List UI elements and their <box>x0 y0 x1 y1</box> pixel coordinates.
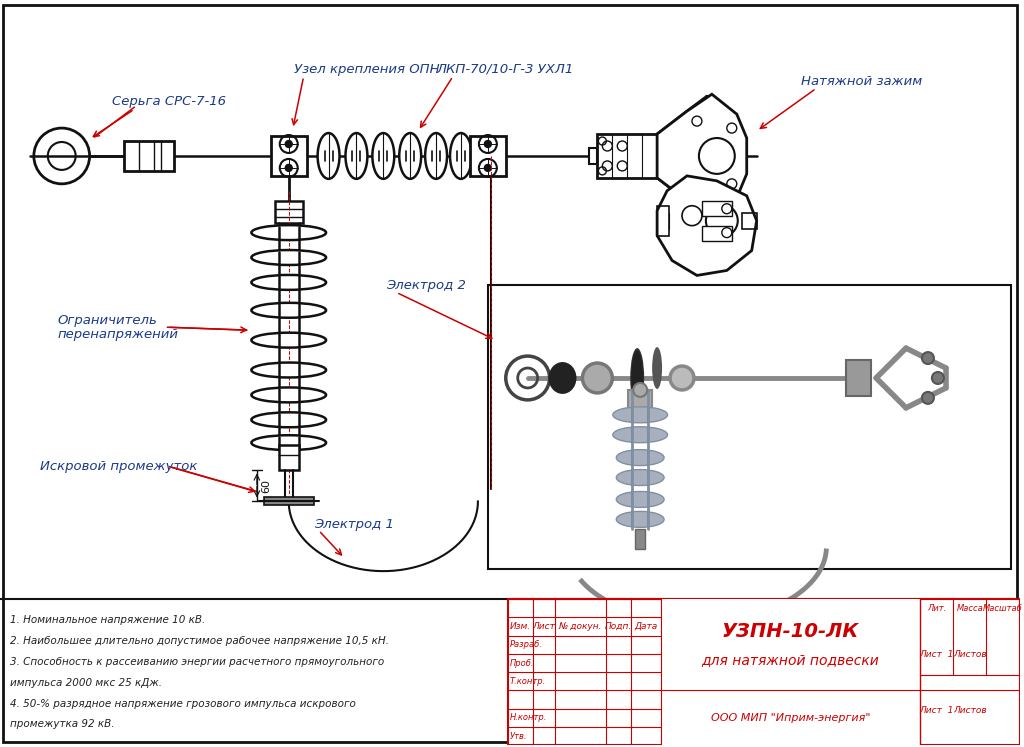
Circle shape <box>932 372 944 384</box>
Text: Н.контр.: Н.контр. <box>510 713 547 722</box>
Text: № докун.: № докун. <box>559 622 602 631</box>
Ellipse shape <box>252 225 326 240</box>
Ellipse shape <box>616 492 665 507</box>
Text: Лист: Лист <box>532 622 555 631</box>
Ellipse shape <box>612 407 668 423</box>
Text: 60: 60 <box>261 479 271 492</box>
Circle shape <box>922 392 934 404</box>
Bar <box>279 444 299 470</box>
Ellipse shape <box>252 250 326 265</box>
Ellipse shape <box>549 362 577 394</box>
Ellipse shape <box>317 133 340 179</box>
Bar <box>741 213 757 229</box>
Circle shape <box>633 383 647 397</box>
Ellipse shape <box>450 133 472 179</box>
Text: импульса 2000 мкс 25 кДж.: импульса 2000 мкс 25 кДж. <box>10 678 162 688</box>
Text: Узел крепления ОПН: Узел крепления ОПН <box>294 63 439 76</box>
Text: Искровой промежуток: Искровой промежуток <box>40 460 198 473</box>
Text: Подп.: Подп. <box>605 622 633 631</box>
Text: Изм.: Изм. <box>510 622 530 631</box>
Circle shape <box>286 140 292 147</box>
Polygon shape <box>657 94 746 217</box>
Bar <box>590 148 597 164</box>
Ellipse shape <box>252 332 326 347</box>
Text: Листов: Листов <box>953 650 986 659</box>
Bar <box>597 134 657 178</box>
Text: промежутка 92 кВ.: промежутка 92 кВ. <box>10 719 115 730</box>
Bar <box>125 141 174 171</box>
Text: 3. Способность к рассеиванию энергии расчетного прямоугольного: 3. Способность к рассеиванию энергии рас… <box>10 657 384 667</box>
Text: Лит.: Лит. <box>927 604 946 613</box>
Text: Масштаб: Масштаб <box>983 604 1023 613</box>
Ellipse shape <box>630 348 644 408</box>
Bar <box>662 599 920 746</box>
Ellipse shape <box>252 303 326 317</box>
Bar <box>701 201 732 216</box>
Ellipse shape <box>631 350 643 406</box>
Text: Электрод 2: Электрод 2 <box>386 279 466 292</box>
Bar <box>487 285 1011 569</box>
Text: перенапряжений: перенапряжений <box>57 328 179 341</box>
Ellipse shape <box>616 450 665 465</box>
Circle shape <box>286 164 292 171</box>
Circle shape <box>583 363 612 393</box>
Ellipse shape <box>616 512 665 527</box>
Ellipse shape <box>252 275 326 290</box>
Text: Проб.: Проб. <box>510 659 535 668</box>
Text: Утв.: Утв. <box>510 732 527 741</box>
Text: ЛКП-70/10-Г-3 УХЛ1: ЛКП-70/10-Г-3 УХЛ1 <box>436 63 573 76</box>
Bar <box>846 360 871 396</box>
Text: Т.контр.: Т.контр. <box>510 677 546 686</box>
Bar <box>274 201 303 223</box>
Text: Лист  1: Лист 1 <box>920 706 953 715</box>
Text: для натяжной подвески: для натяжной подвески <box>701 654 880 668</box>
Ellipse shape <box>399 133 421 179</box>
Bar <box>508 599 1020 746</box>
Ellipse shape <box>652 347 663 389</box>
Text: Лист  1: Лист 1 <box>920 650 953 659</box>
Bar <box>657 205 669 235</box>
Ellipse shape <box>612 427 668 443</box>
Bar <box>701 226 732 241</box>
Bar <box>629 390 652 408</box>
Text: Разраб.: Разраб. <box>510 640 543 649</box>
Ellipse shape <box>252 388 326 403</box>
Text: УЗПН-10-ЛК: УЗПН-10-ЛК <box>722 622 859 641</box>
Circle shape <box>922 352 934 364</box>
Text: 1. Номинальное напряжение 10 кВ.: 1. Номинальное напряжение 10 кВ. <box>10 615 205 625</box>
Text: Дата: Дата <box>635 622 657 631</box>
Ellipse shape <box>252 436 326 450</box>
Text: 4. 50-% разрядное напряжение грозового импульса искрового: 4. 50-% разрядное напряжение грозового и… <box>10 698 355 709</box>
Text: Натяжной зажим: Натяжной зажим <box>802 75 923 88</box>
Ellipse shape <box>252 412 326 427</box>
Text: 2. Наибольшее длительно допустимое рабочее напряжение 10,5 кН.: 2. Наибольшее длительно допустимое рабоч… <box>10 636 389 646</box>
Polygon shape <box>657 176 757 276</box>
Circle shape <box>484 140 492 147</box>
Text: Ограничитель: Ограничитель <box>57 314 158 326</box>
Text: Серьга СРС-7-16: Серьга СРС-7-16 <box>112 95 225 108</box>
Circle shape <box>670 366 694 390</box>
Bar <box>270 136 306 176</box>
Text: ООО МИП "Иприм-энергия": ООО МИП "Иприм-энергия" <box>711 713 870 722</box>
Ellipse shape <box>252 362 326 377</box>
Ellipse shape <box>373 133 394 179</box>
Bar <box>635 530 645 549</box>
Ellipse shape <box>616 470 665 486</box>
Bar <box>470 136 506 176</box>
Text: Электрод 1: Электрод 1 <box>313 518 393 531</box>
Bar <box>285 500 293 503</box>
Ellipse shape <box>425 133 447 179</box>
Text: Масса: Масса <box>956 604 983 613</box>
Ellipse shape <box>345 133 368 179</box>
Text: Листов: Листов <box>953 706 986 715</box>
Bar <box>264 498 313 506</box>
Circle shape <box>484 164 492 171</box>
